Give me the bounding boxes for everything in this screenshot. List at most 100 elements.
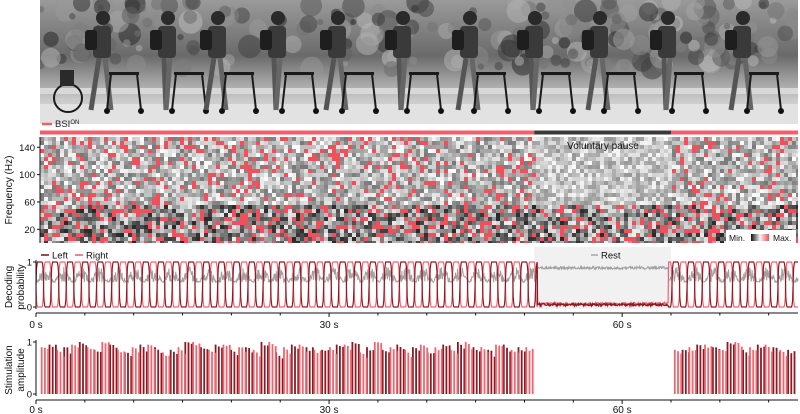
spectrogram-cell [688, 233, 693, 238]
spectrogram-cell [288, 185, 293, 190]
spectrogram-cell [464, 157, 469, 162]
spectrogram-cell [348, 161, 353, 166]
spectrogram-cell [84, 173, 89, 178]
spectrogram-cell [324, 229, 329, 234]
spectrogram-cell [440, 201, 445, 206]
spectrogram-cell [452, 213, 457, 218]
spectrogram-cell [476, 189, 481, 194]
spectrogram-cell [600, 189, 605, 194]
spectrogram-cell [76, 161, 81, 166]
spectrogram-cell [432, 169, 437, 174]
spectrogram-cell [520, 157, 525, 162]
spectrogram-cell [44, 181, 49, 186]
spectrogram-cell [304, 229, 309, 234]
spectrogram-cell [96, 185, 101, 190]
spectrogram-cell [680, 181, 685, 186]
spectrogram-cell [264, 161, 269, 166]
spectrogram-cell [416, 177, 421, 182]
spectrogram-cell [536, 229, 541, 234]
spectrogram-cell [612, 153, 617, 158]
spectrogram-cell [380, 221, 385, 226]
spectrogram-cell [476, 233, 481, 238]
spectrogram-cell [508, 157, 513, 162]
spectrogram-cell [308, 189, 313, 194]
spectrogram-cell [108, 209, 113, 214]
walker-leg [633, 73, 639, 111]
spectrogram-cell [724, 177, 729, 182]
spectrogram-cell [356, 193, 361, 198]
spectrogram-cell [220, 225, 225, 230]
spectrogram-cell [716, 225, 721, 230]
spectrogram-cell [416, 145, 421, 150]
spectrogram-cell [476, 169, 481, 174]
spectrogram-cell [108, 149, 113, 154]
spectrogram-cell [376, 221, 381, 226]
spectrogram-cell [148, 241, 153, 243]
spectrogram-cell [440, 137, 445, 142]
spectrogram-cell [392, 173, 397, 178]
spectrogram-cell [716, 193, 721, 198]
spectrogram-cell [356, 157, 361, 162]
spectrogram-cell [596, 201, 601, 206]
spectrogram-cell [656, 153, 661, 158]
spectrogram-cell [632, 221, 637, 226]
spectrogram-cell [500, 169, 505, 174]
spectrogram-cell [556, 141, 561, 146]
spectrogram-cell [584, 217, 589, 222]
spectrogram-cell [108, 229, 113, 234]
walker-frame [476, 72, 506, 75]
spectrogram-cell [260, 225, 265, 230]
spectrogram-cell [532, 189, 537, 194]
spectrogram-cell [496, 205, 501, 210]
spectrogram-cell [268, 145, 273, 150]
spectrogram-cell [96, 141, 101, 146]
spectrogram-cell [480, 217, 485, 222]
spectrogram-cell [568, 149, 573, 154]
spectrogram-cell [616, 229, 621, 234]
spectrogram-cell [556, 137, 561, 142]
figure-torso [328, 26, 346, 58]
spectrogram-cell [164, 229, 169, 234]
spectrogram-cell [456, 205, 461, 210]
spectrogram-cell [424, 165, 429, 170]
spectrogram-cell [448, 233, 453, 238]
spectrogram-cell [320, 221, 325, 226]
railing [40, 88, 798, 94]
spectrogram-cell [324, 177, 329, 182]
spectrogram-cell [384, 157, 389, 162]
spectrogram-cell [128, 221, 133, 226]
spectrogram-cell [236, 197, 241, 202]
spectrogram-cell [588, 217, 593, 222]
spectrogram-cell [48, 161, 53, 166]
spectrogram-cell [172, 157, 177, 162]
spectrogram-cell [420, 185, 425, 190]
spectrogram-cell [708, 225, 713, 230]
spectrogram-cell [444, 205, 449, 210]
spectrogram-cell [200, 193, 205, 198]
spectrogram-cell [288, 141, 293, 146]
spectrogram-cell [424, 221, 429, 226]
spectrogram-cell [316, 241, 321, 243]
spectrogram-cell [696, 237, 701, 242]
spectrogram-cell [720, 209, 725, 214]
spectrogram-cell [128, 141, 133, 146]
spectrogram-cell [228, 149, 233, 154]
spectrogram-cell [152, 197, 157, 202]
spectrogram-cell [508, 233, 513, 238]
spectrogram-cell [224, 237, 229, 242]
spectrogram-cell [724, 217, 729, 222]
spectrogram-cell [276, 161, 281, 166]
spectrogram-cell [552, 241, 557, 243]
spectrogram-cell [484, 169, 489, 174]
spectrogram-cell [344, 221, 349, 226]
spectrogram-cell [92, 173, 97, 178]
spectrogram-cell [92, 225, 97, 230]
spectrogram-cell [112, 153, 117, 158]
spectrogram-cell [312, 185, 317, 190]
foliage-blob [567, 48, 579, 60]
foliage-blob [722, 0, 736, 10]
walker-leg [136, 73, 142, 111]
spectrogram-cell [716, 229, 721, 234]
spectrogram-cell [592, 169, 597, 174]
spectrogram-cell [696, 145, 701, 150]
